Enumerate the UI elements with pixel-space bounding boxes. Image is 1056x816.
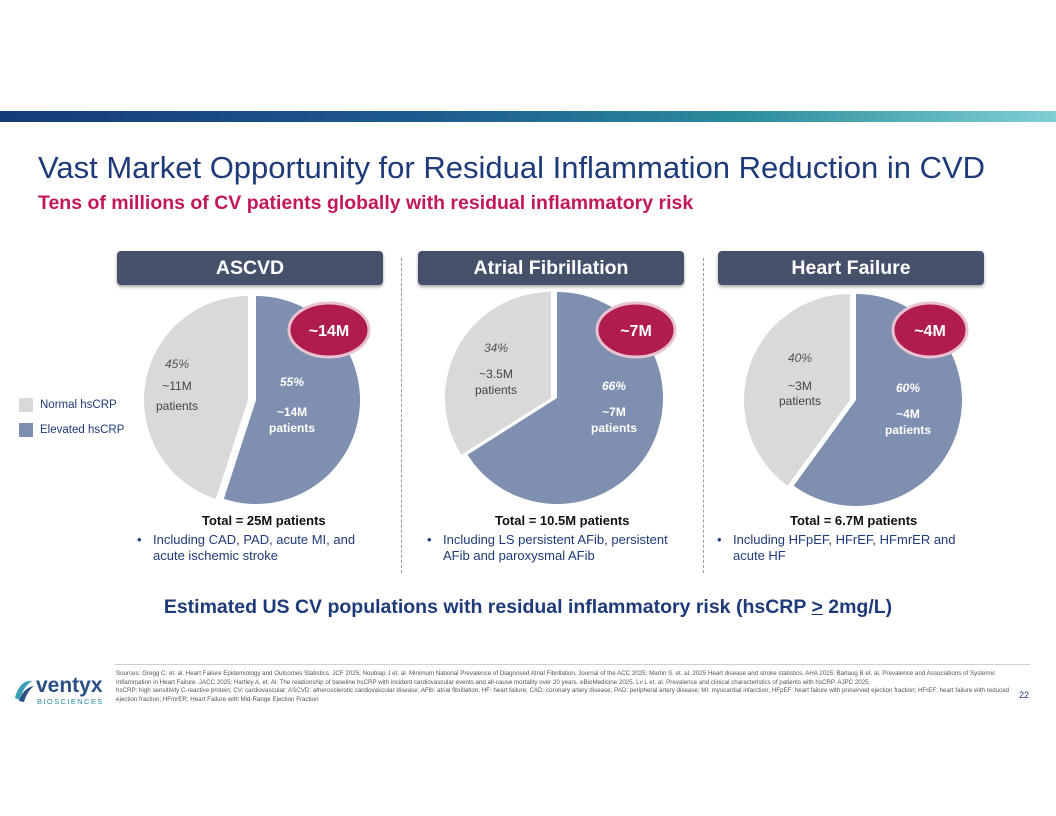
badge-label: ~7M bbox=[620, 323, 652, 340]
estimate-text-after: 2mg/L) bbox=[822, 596, 893, 618]
pie-slice-normal bbox=[445, 292, 551, 455]
label-elevated-percent: 66% bbox=[602, 379, 626, 393]
page-number: 22 bbox=[1019, 690, 1030, 700]
panel-header-ascvd: ASCVD bbox=[117, 251, 383, 285]
top-gradient-bar bbox=[0, 111, 1056, 122]
label-normal-count: ~11M bbox=[162, 379, 191, 393]
footer-divider bbox=[115, 664, 1030, 665]
estimate-text-before: Estimated US CV populations with residua… bbox=[163, 596, 812, 618]
pie-chart-atrial-fibrillation: ~7M 34% ~3.5M patients 66% ~7M patients bbox=[445, 292, 677, 505]
bullet-heart-failure: • Including HFpEF, HFrEF, HFmrER and acut… bbox=[717, 532, 962, 564]
sources-footnote: Sources: Gregg C. et. al. Heart Failure … bbox=[116, 670, 1016, 704]
label-normal-unit: patients bbox=[779, 394, 821, 408]
label-elevated-percent: 60% bbox=[896, 381, 920, 395]
legend-label-normal: Normal hsCRP bbox=[40, 399, 117, 411]
label-elevated-count: ~7M bbox=[602, 405, 626, 419]
estimate-gte-symbol: > bbox=[811, 596, 823, 618]
label-normal-unit: patients bbox=[156, 399, 198, 413]
legend-item-elevated: Elevated hsCRP bbox=[19, 422, 124, 438]
badge-ellipse bbox=[891, 301, 969, 359]
bullet-dot: • bbox=[427, 532, 432, 547]
slide-subtitle: Tens of millions of CV patients globally… bbox=[38, 192, 694, 214]
bullet-dot: • bbox=[717, 532, 722, 547]
label-normal-percent: 45% bbox=[165, 357, 189, 371]
legend: Normal hsCRP Elevated hsCRP bbox=[19, 397, 124, 447]
panel-divider-1 bbox=[401, 258, 402, 573]
panel-header-atrial-fibrillation: Atrial Fibrillation bbox=[418, 251, 684, 285]
label-elevated-unit: patients bbox=[269, 421, 315, 435]
logo-tagline: BIOSCIENCES bbox=[37, 697, 104, 706]
label-elevated-percent: 55% bbox=[280, 375, 304, 389]
total-heart-failure: Total = 6.7M patients bbox=[790, 513, 918, 528]
label-normal-percent: 40% bbox=[788, 351, 812, 365]
bullet-ascvd: • Including CAD, PAD, acute MI, and acute… bbox=[137, 532, 382, 564]
label-elevated-unit: patients bbox=[885, 423, 931, 437]
pie-slice-normal bbox=[744, 294, 850, 486]
pie-slice-normal bbox=[144, 296, 248, 499]
legend-label-elevated: Elevated hsCRP bbox=[40, 424, 125, 436]
slide-title: Vast Market Opportunity for Residual Inf… bbox=[38, 150, 986, 185]
ventyx-logo: ventyx BIOSCIENCES bbox=[12, 674, 122, 708]
legend-swatch-elevated bbox=[19, 423, 33, 437]
bullet-dot: • bbox=[137, 532, 142, 547]
label-normal-unit: patients bbox=[475, 383, 517, 397]
badge-ellipse bbox=[595, 301, 677, 359]
label-normal-count: ~3.5M bbox=[479, 367, 513, 381]
bullet-text-atrial-fibrillation: Including LS persistent AFib, persistent… bbox=[443, 532, 668, 563]
label-elevated-unit: patients bbox=[591, 421, 637, 435]
panel-divider-2 bbox=[703, 258, 704, 573]
sources-line-1: Sources: Gregg C. et. al. Heart Failure … bbox=[116, 670, 996, 686]
bullet-text-ascvd: Including CAD, PAD, acute MI, and acute … bbox=[153, 532, 356, 563]
panel-header-heart-failure: Heart Failure bbox=[718, 251, 984, 285]
legend-item-normal: Normal hsCRP bbox=[19, 397, 124, 413]
legend-swatch-normal bbox=[19, 398, 33, 412]
sources-line-2: hsCRP: high sensitivity C-reactive prote… bbox=[116, 687, 1010, 703]
badge-ellipse bbox=[287, 301, 371, 359]
label-elevated-count: ~4M bbox=[896, 407, 920, 421]
ventyx-logo-mark-icon bbox=[15, 680, 34, 702]
estimate-statement: Estimated US CV populations with residua… bbox=[0, 596, 1056, 619]
label-normal-percent: 34% bbox=[484, 341, 508, 355]
label-normal-count: ~3M bbox=[788, 379, 812, 393]
badge-label: ~14M bbox=[309, 323, 349, 340]
bullet-atrial-fibrillation: • Including LS persistent AFib, persisten… bbox=[427, 532, 672, 564]
label-elevated-count: ~14M bbox=[277, 405, 307, 419]
logo-wordmark: ventyx bbox=[36, 674, 103, 697]
total-atrial-fibrillation: Total = 10.5M patients bbox=[495, 513, 630, 528]
pie-chart-ascvd: ~14M 45% ~11M patients 55% ~14M patients bbox=[144, 296, 371, 504]
bullet-text-heart-failure: Including HFpEF, HFrEF, HFmrER and acute… bbox=[733, 532, 956, 563]
badge-label: ~4M bbox=[914, 323, 946, 340]
total-ascvd: Total = 25M patients bbox=[202, 513, 326, 528]
